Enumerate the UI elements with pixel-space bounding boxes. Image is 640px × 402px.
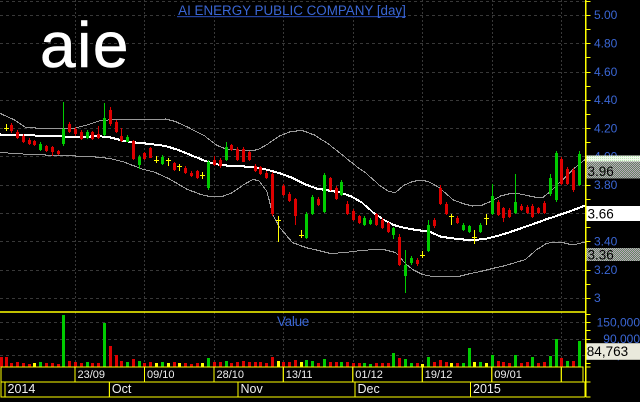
svg-text:13/11: 13/11	[286, 369, 313, 381]
svg-text:4.20: 4.20	[594, 121, 618, 135]
svg-text:aie: aie	[40, 9, 130, 81]
svg-text:3.80: 3.80	[594, 178, 618, 192]
svg-text:3.40: 3.40	[594, 235, 618, 249]
svg-text:Dec: Dec	[358, 382, 380, 396]
svg-text:01/12: 01/12	[355, 369, 383, 381]
svg-text:3: 3	[594, 291, 601, 305]
svg-text:2015: 2015	[473, 382, 501, 396]
svg-text:3.20: 3.20	[594, 263, 618, 277]
svg-text:19/12: 19/12	[425, 369, 453, 381]
svg-text:4.60: 4.60	[594, 65, 618, 79]
svg-text:5.00: 5.00	[594, 8, 618, 22]
svg-text:84,763: 84,763	[587, 344, 628, 359]
svg-text:4.40: 4.40	[594, 93, 618, 107]
svg-text:Oct: Oct	[112, 382, 132, 396]
svg-text:150,000: 150,000	[597, 316, 640, 330]
svg-text:90,000: 90,000	[603, 332, 640, 346]
svg-text:09/10: 09/10	[147, 369, 175, 381]
svg-text:3.36: 3.36	[588, 248, 614, 263]
svg-text:4.80: 4.80	[594, 37, 618, 51]
svg-text:Nov: Nov	[241, 382, 264, 396]
svg-text:AI ENERGY PUBLIC COMPANY [day]: AI ENERGY PUBLIC COMPANY [day]	[178, 3, 406, 18]
svg-text:3.66: 3.66	[588, 207, 614, 222]
svg-text:23/09: 23/09	[78, 369, 106, 381]
svg-text:28/10: 28/10	[217, 369, 245, 381]
svg-text:Value: Value	[277, 314, 309, 329]
svg-text:3.96: 3.96	[588, 164, 614, 179]
svg-text:09/01: 09/01	[494, 369, 522, 381]
svg-text:2014: 2014	[8, 382, 36, 396]
